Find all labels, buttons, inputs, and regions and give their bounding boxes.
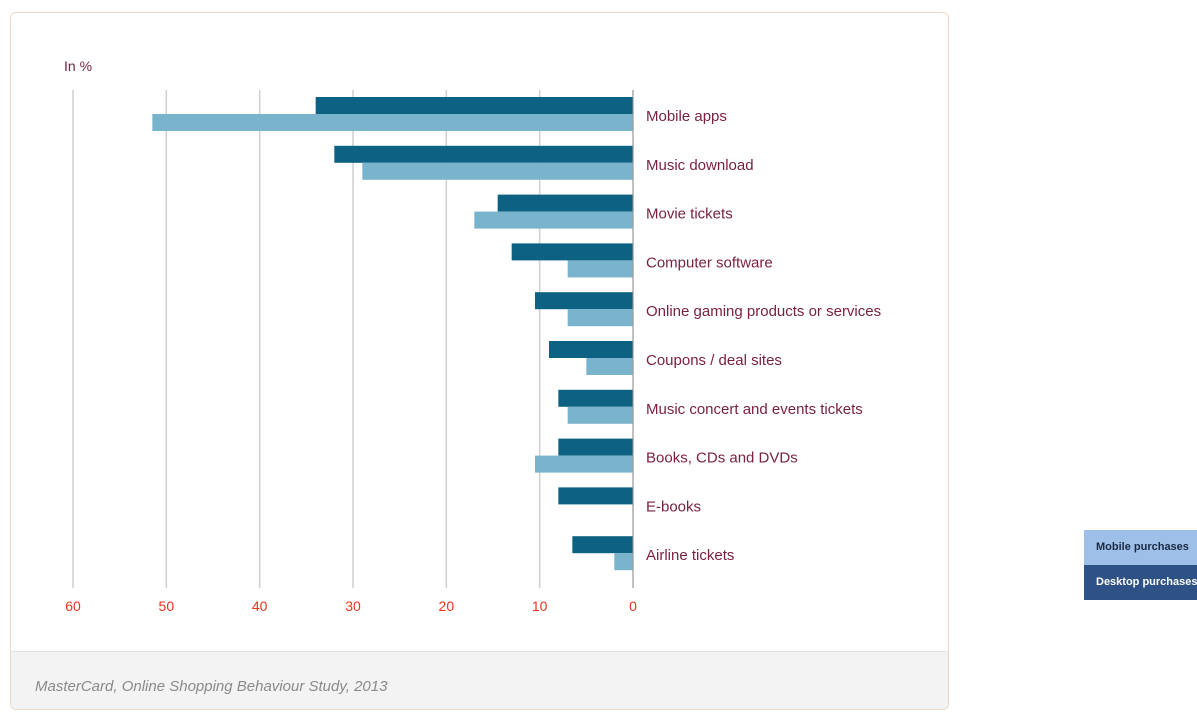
bar-mobile xyxy=(362,162,633,180)
source-footer: MasterCard, Online Shopping Behaviour St… xyxy=(11,651,948,709)
category-label: Online gaming products or services xyxy=(646,303,881,320)
x-tick-label: 30 xyxy=(345,598,361,614)
bar-mobile xyxy=(535,455,633,473)
bar-desktop xyxy=(549,341,633,358)
x-tick-label: 40 xyxy=(252,598,268,614)
x-tick-label: 0 xyxy=(629,598,637,614)
x-tick-label: 50 xyxy=(159,598,175,614)
category-label: Music concert and events tickets xyxy=(646,401,863,418)
unit-label: In % xyxy=(64,58,92,74)
bar-mobile xyxy=(586,358,633,375)
bar-desktop xyxy=(558,438,633,456)
bar-mobile xyxy=(152,114,634,131)
bar-mobile xyxy=(567,406,633,424)
bar-desktop xyxy=(315,97,633,114)
legend-item-mobile: Mobile purchases xyxy=(1084,530,1197,565)
bar-desktop xyxy=(511,243,633,261)
bar-desktop xyxy=(535,292,633,310)
category-label: Books, CDs and DVDs xyxy=(646,450,798,467)
x-tick-label: 20 xyxy=(439,598,455,614)
bar-desktop xyxy=(558,487,633,505)
category-label: Computer software xyxy=(646,254,773,271)
category-label: Coupons / deal sites xyxy=(646,352,782,369)
bar-mobile xyxy=(474,211,633,229)
legend-item-desktop: Desktop purchases xyxy=(1084,565,1197,600)
bar-desktop xyxy=(497,194,633,212)
x-tick-label: 60 xyxy=(65,598,81,614)
bar-desktop xyxy=(572,536,633,554)
category-label: E-books xyxy=(646,498,701,515)
bar-desktop xyxy=(334,145,633,163)
source-note: MasterCard, Online Shopping Behaviour St… xyxy=(35,678,388,695)
x-tick-label: 10 xyxy=(532,598,548,614)
bar-mobile xyxy=(567,260,633,278)
bar-mobile xyxy=(614,553,633,571)
bar-mobile xyxy=(567,309,633,327)
category-label: Movie tickets xyxy=(646,206,733,223)
legend: Mobile purchases Desktop purchases xyxy=(1084,530,1197,600)
category-label: Mobile apps xyxy=(646,108,727,125)
category-label: Airline tickets xyxy=(646,547,734,564)
bar-desktop xyxy=(558,389,633,407)
category-label: Music download xyxy=(646,157,754,174)
